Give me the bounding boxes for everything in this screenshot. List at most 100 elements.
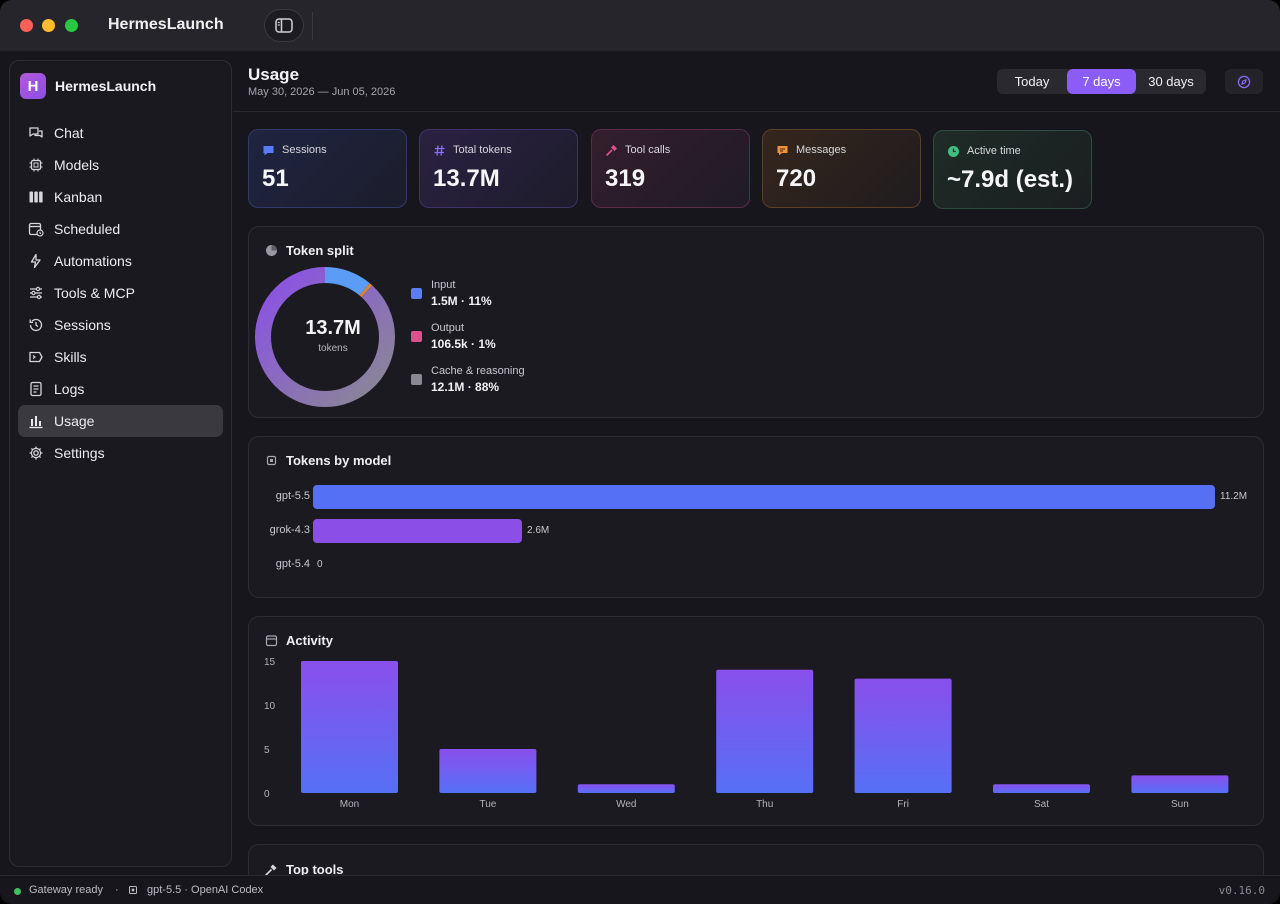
hammer-icon [605, 144, 618, 157]
window-title: HermesLaunch [108, 16, 224, 33]
x-tick-label: Thu [756, 799, 773, 810]
legend-separator: · [464, 380, 476, 394]
stat-label: Tool calls [625, 144, 671, 156]
token-split-legend: Input 1.5M · 11% Output 106.5k · 1% Cach… [411, 279, 525, 408]
hammer-icon [264, 863, 278, 877]
pie-chart-icon [264, 244, 278, 258]
activity-bar [716, 669, 814, 793]
model-name: grok-4.3 [269, 524, 310, 536]
sidebar-item-label: Scheduled [54, 221, 121, 237]
range-7-days-button[interactable]: 7 days [1067, 69, 1136, 94]
chat-bubble-icon [262, 144, 275, 157]
y-tick-label: 10 [264, 701, 276, 712]
brand-logo: H [20, 73, 46, 99]
range-30-days-button[interactable]: 30 days [1148, 74, 1194, 89]
panel-title: Activity [286, 633, 333, 648]
stat-value: 51 [262, 165, 289, 192]
sidebar-item-automations[interactable]: Automations [18, 245, 223, 277]
close-window-button[interactable] [20, 19, 33, 32]
legend-value: 1.5M [431, 294, 458, 308]
history-icon [28, 317, 44, 333]
activity-bar [854, 678, 952, 793]
y-tick-label: 0 [264, 789, 270, 800]
sidebar-item-skills[interactable]: Skills [18, 341, 223, 373]
chat-icon [28, 125, 44, 141]
stat-label: Sessions [282, 144, 327, 156]
legend-separator: · [457, 294, 469, 308]
panel-title: Top tools [286, 862, 344, 877]
activity-bar [1131, 775, 1229, 793]
panel-title: Tokens by model [286, 453, 392, 468]
bar-chart-icon [28, 413, 44, 429]
y-tick-label: 15 [264, 657, 276, 668]
page-header: Usage May 30, 2026 — Jun 05, 2026 Today … [233, 52, 1280, 112]
status-separator: · [115, 884, 119, 896]
legend-percent: 11% [468, 294, 492, 308]
donut-svg [255, 267, 395, 407]
sidebar-item-sessions[interactable]: Sessions [18, 309, 223, 341]
message-icon [776, 144, 789, 157]
sidebar-item-usage[interactable]: Usage [18, 405, 223, 437]
x-tick-label: Tue [479, 799, 496, 810]
active-model[interactable]: gpt-5.5 · OpenAI Codex [147, 884, 264, 896]
activity-bar [993, 784, 1090, 793]
stat-value: 319 [605, 165, 646, 192]
stat-card-tool-calls: Tool calls 319 [591, 129, 750, 208]
skill-icon [28, 349, 44, 365]
sidebar-item-label: Sessions [54, 317, 111, 333]
y-tick-label: 5 [264, 745, 270, 756]
compass-icon [1237, 75, 1251, 88]
legend-item-output: Output 106.5k · 1% [411, 322, 525, 365]
legend-name: Input [431, 279, 456, 291]
legend-separator: · [467, 337, 479, 351]
sidebar-toggle-button[interactable] [264, 9, 304, 42]
calendar-icon [264, 634, 278, 648]
chip-icon [28, 157, 44, 173]
kanban-icon [28, 189, 44, 205]
range-selector: Today 7 days 30 days [997, 69, 1206, 94]
date-range-label: May 30, 2026 — Jun 05, 2026 [248, 86, 396, 98]
sidebar-item-kanban[interactable]: Kanban [18, 181, 223, 213]
status-bar: Gateway ready · gpt-5.5 · OpenAI Codex v… [0, 875, 1280, 904]
bolt-icon [28, 253, 44, 269]
title-bar: HermesLaunch [0, 0, 1280, 52]
sidebar-item-label: Settings [54, 445, 105, 461]
sidebar-item-label: Kanban [54, 189, 103, 205]
activity-bar [301, 661, 398, 793]
calendar-clock-icon [28, 221, 44, 237]
sidebar-item-tools-mcp[interactable]: Tools & MCP [18, 277, 223, 309]
stat-card-messages: Messages 720 [762, 129, 921, 208]
stat-card-sessions: Sessions 51 [248, 129, 407, 208]
sidebar: H HermesLaunch Chat Models Kanban Schedu… [9, 60, 232, 867]
sidebar-item-settings[interactable]: Settings [18, 437, 223, 469]
sidebar-item-models[interactable]: Models [18, 149, 223, 181]
sidebar-item-scheduled[interactable]: Scheduled [18, 213, 223, 245]
range-today-button[interactable]: Today [1014, 74, 1050, 89]
donut-slice [255, 267, 395, 407]
panel-title: Token split [286, 243, 354, 258]
minimize-window-button[interactable] [42, 19, 55, 32]
explore-button[interactable] [1225, 69, 1263, 94]
tokens-by-model-panel: Tokens by model gpt-5.5 11.2M grok-4.3 2… [248, 436, 1264, 598]
chip-icon [264, 454, 278, 468]
stat-card-active-time: Active time ~7.9d (est.) [933, 130, 1092, 209]
x-tick-label: Wed [616, 799, 636, 810]
sliders-icon [28, 285, 44, 301]
model-bar [313, 519, 522, 543]
sidebar-item-logs[interactable]: Logs [18, 373, 223, 405]
sidebar-nav: Chat Models Kanban Scheduled Automations… [18, 117, 223, 469]
model-value: 0 [317, 559, 323, 570]
legend-value: 106.5k [431, 337, 468, 351]
stat-label: Total tokens [453, 144, 512, 156]
sidebar-item-label: Chat [54, 125, 84, 141]
gateway-status: Gateway ready [29, 884, 103, 896]
legend-percent: 1% [478, 337, 496, 351]
clock-icon [947, 145, 960, 158]
zoom-window-button[interactable] [65, 19, 78, 32]
model-bar [313, 485, 1215, 509]
legend-percent: 88% [475, 380, 500, 394]
model-name: gpt-5.5 [275, 490, 310, 502]
sidebar-item-chat[interactable]: Chat [18, 117, 223, 149]
stat-card-total-tokens: Total tokens 13.7M [419, 129, 578, 208]
stat-label: Active time [967, 145, 1021, 157]
